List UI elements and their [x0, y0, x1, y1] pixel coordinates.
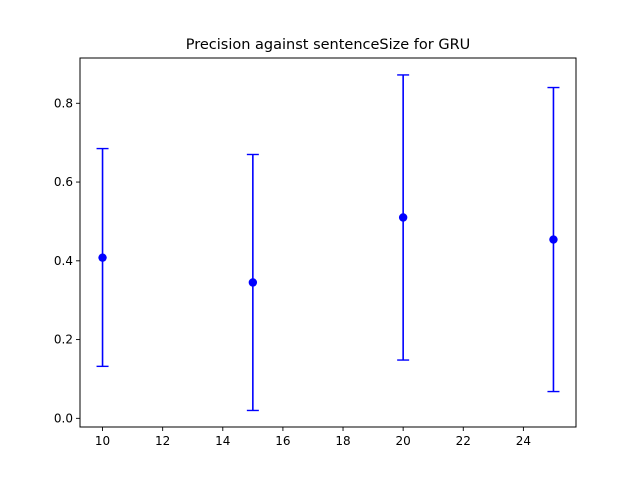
x-tick-label: 14: [215, 434, 230, 448]
x-axis-ticks: 10 12 14 16 18 20 22 24: [95, 427, 531, 448]
data-point: [549, 235, 558, 244]
x-tick-label: 10: [95, 434, 110, 448]
x-tick-label: 24: [516, 434, 531, 448]
data-point: [398, 213, 408, 222]
y-tick-label: 0.4: [54, 254, 73, 268]
x-tick-label: 16: [275, 434, 290, 448]
y-tick-label: 0.6: [54, 175, 73, 189]
y-axis-ticks: 0.0 0.2 0.4 0.6 0.8: [54, 96, 80, 425]
y-tick-label: 0.2: [54, 333, 73, 347]
x-tick-label: 20: [396, 434, 411, 448]
data-point: [248, 278, 258, 287]
y-tick-label: 0.0: [54, 411, 73, 425]
x-tick-label: 18: [335, 434, 350, 448]
data-point: [98, 253, 107, 262]
x-tick-label: 12: [155, 434, 170, 448]
plot-frame: [79, 57, 577, 428]
chart-title: Precision against sentenceSize for GRU: [186, 37, 471, 53]
x-tick-label: 22: [456, 434, 471, 448]
y-tick-label: 0.8: [54, 96, 73, 110]
plot-marks: [96, 74, 560, 412]
